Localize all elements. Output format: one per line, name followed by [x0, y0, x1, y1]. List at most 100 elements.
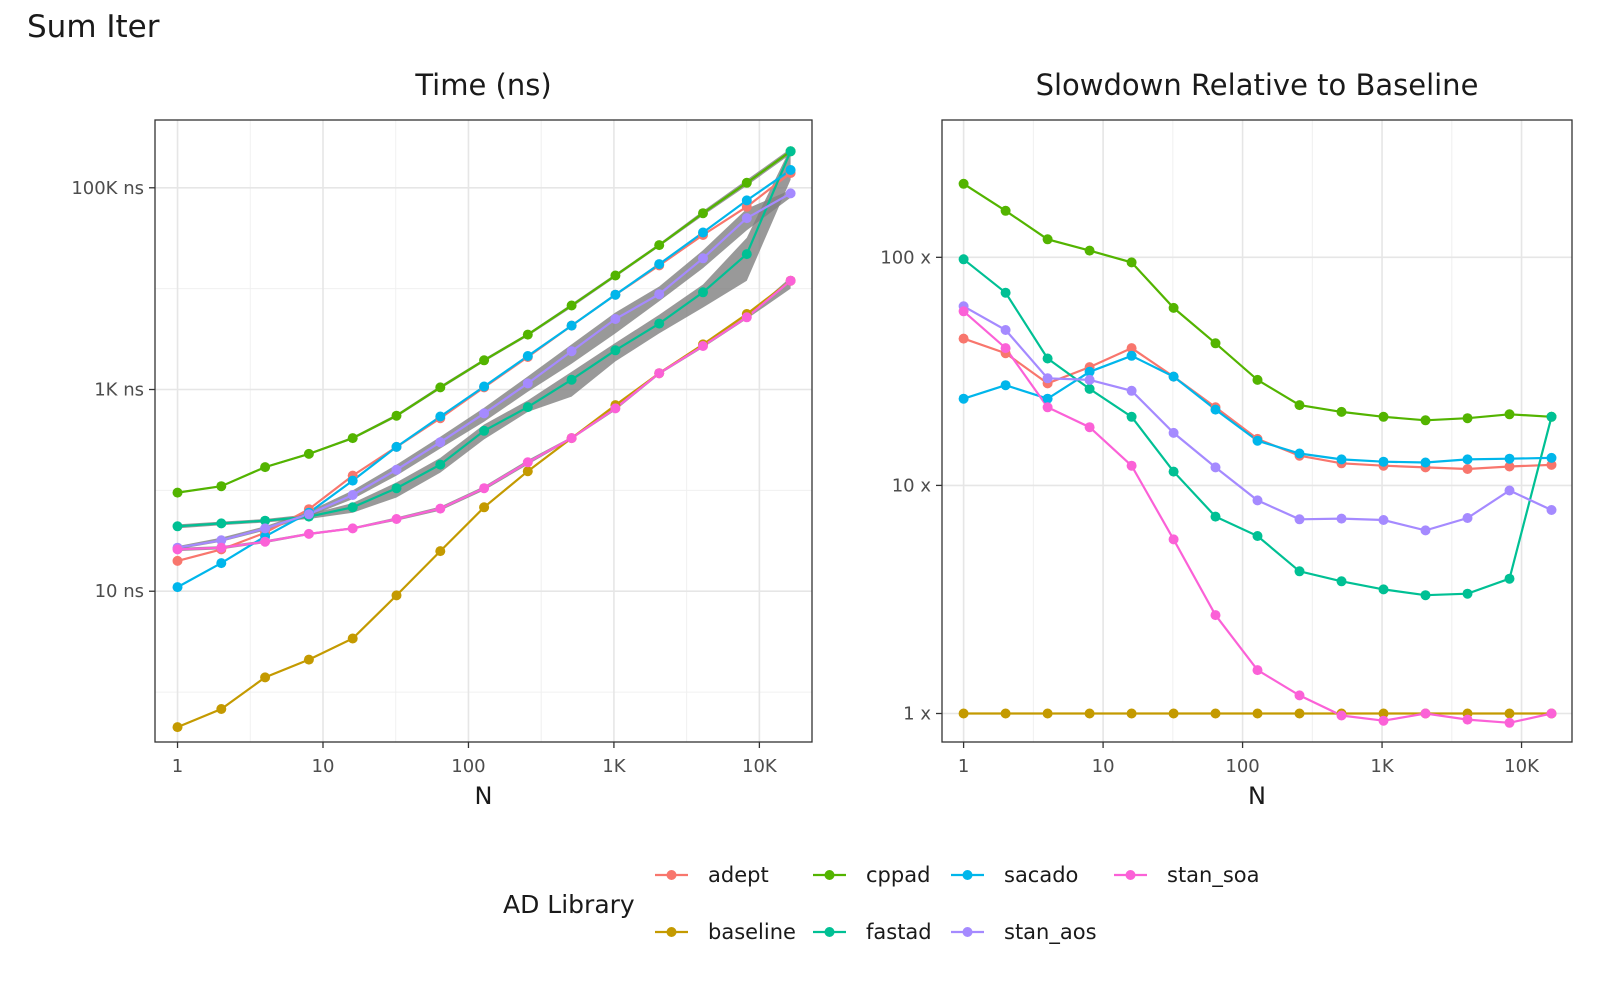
point-stan_soa [1504, 717, 1515, 728]
point-cppad [1168, 302, 1179, 313]
point-baseline [1084, 708, 1095, 719]
point-cppad [1336, 406, 1347, 417]
point-adept [172, 555, 183, 566]
point-stan_aos [741, 213, 752, 224]
point-baseline [216, 704, 227, 714]
legend-item-stan_aos: stan_aos [951, 920, 1097, 945]
point-stan_soa [958, 306, 969, 317]
legend-label: stan_aos [1004, 920, 1097, 945]
x-axis-title-1: N [1248, 782, 1266, 810]
point-sacado [1168, 371, 1179, 382]
legend-label: stan_soa [1167, 863, 1260, 888]
legend-key-point [1125, 870, 1136, 880]
point-stan_soa [172, 544, 183, 555]
point-stan_soa [1000, 343, 1011, 354]
point-stan_aos [435, 437, 446, 448]
point-fastad [741, 249, 752, 260]
point-stan_aos [654, 289, 665, 300]
x-tick-label: 10K [1504, 756, 1540, 777]
legend-item-fastad: fastad [813, 920, 932, 944]
x-tick-label: 10 [1092, 756, 1115, 777]
point-stan_aos [479, 408, 490, 419]
legend-item-stan_soa: stan_soa [1114, 863, 1260, 888]
point-baseline [958, 708, 969, 719]
point-sacado [1042, 393, 1053, 404]
point-sacado [172, 582, 183, 593]
point-fastad [654, 318, 665, 329]
point-stan_aos [1504, 485, 1515, 496]
point-baseline [1210, 708, 1221, 719]
point-stan_soa [1210, 610, 1221, 621]
point-fastad [347, 502, 358, 513]
point-stan_aos [216, 535, 227, 546]
x-tick-label: 10 [312, 756, 335, 777]
point-cppad [1042, 234, 1053, 245]
panel-title-1: Slowdown Relative to Baseline [1036, 68, 1479, 102]
point-sacado [1126, 350, 1137, 361]
point-fastad [1546, 411, 1557, 422]
plot-area-1 [942, 120, 1572, 742]
x-tick-label: 1 [958, 756, 969, 777]
point-stan_soa [391, 514, 402, 524]
point-stan_aos [1336, 513, 1347, 524]
point-fastad [1000, 287, 1011, 298]
point-stan_aos [610, 314, 621, 324]
point-stan_aos [566, 346, 577, 357]
point-fastad [958, 254, 969, 265]
point-cppad [391, 410, 402, 421]
point-cppad [1210, 338, 1221, 349]
point-stan_aos [1084, 374, 1095, 385]
legend-label: fastad [866, 920, 932, 944]
plot-marks-1 [958, 178, 1557, 728]
legend-key-point [666, 870, 677, 880]
point-stan_soa [1084, 422, 1095, 433]
point-cppad [172, 487, 183, 498]
point-baseline [347, 633, 358, 644]
panel-time: 1 10 100 1K 10K 10 ns 1K ns 100K ns Time (ns) N [71, 68, 813, 810]
point-stan_aos [522, 378, 533, 389]
point-baseline [1378, 708, 1389, 719]
x-tick-label: 10K [742, 756, 778, 777]
point-stan_soa [1042, 402, 1053, 413]
point-baseline [260, 672, 271, 683]
point-stan_soa [479, 483, 490, 494]
point-sacado [698, 227, 708, 238]
y-tick-label: 100K ns [71, 178, 144, 199]
legend-item-sacado: sacado [951, 863, 1078, 887]
point-cppad [216, 481, 227, 492]
legend-label: baseline [708, 920, 796, 944]
point-baseline [1294, 708, 1305, 719]
legend-item-cppad: cppad [813, 863, 930, 887]
point-sacado [1000, 380, 1011, 391]
point-fastad [566, 374, 577, 385]
point-cppad [435, 382, 446, 393]
point-baseline [391, 590, 402, 601]
point-stan_soa [1420, 708, 1431, 719]
point-fastad [1126, 411, 1137, 422]
y-tick-label: 100 x [880, 247, 931, 268]
point-stan_aos [1000, 325, 1011, 335]
y-tick-label: 10 x [892, 475, 932, 496]
legend-key-point [666, 927, 677, 937]
point-baseline [522, 466, 533, 477]
x-tick-label: 100 [1225, 756, 1259, 777]
point-stan_soa [1462, 714, 1473, 725]
point-cppad [347, 433, 358, 444]
point-sacado [391, 441, 402, 452]
panel-border-1 [941, 119, 1573, 743]
point-stan_aos [391, 464, 402, 475]
point-baseline [172, 722, 183, 733]
point-stan_aos [303, 509, 314, 520]
point-sacado [566, 320, 577, 331]
point-stan_aos [1546, 505, 1557, 515]
x-tick-label: 1K [1370, 756, 1394, 777]
point-cppad [1126, 257, 1137, 268]
point-baseline [435, 546, 446, 557]
point-stan_soa [1546, 708, 1557, 719]
point-fastad [1168, 466, 1179, 477]
point-stan_soa [522, 457, 533, 468]
point-adept [1504, 461, 1515, 472]
point-fastad [216, 518, 227, 529]
point-fastad [1294, 566, 1305, 577]
point-stan_aos [1294, 514, 1305, 525]
